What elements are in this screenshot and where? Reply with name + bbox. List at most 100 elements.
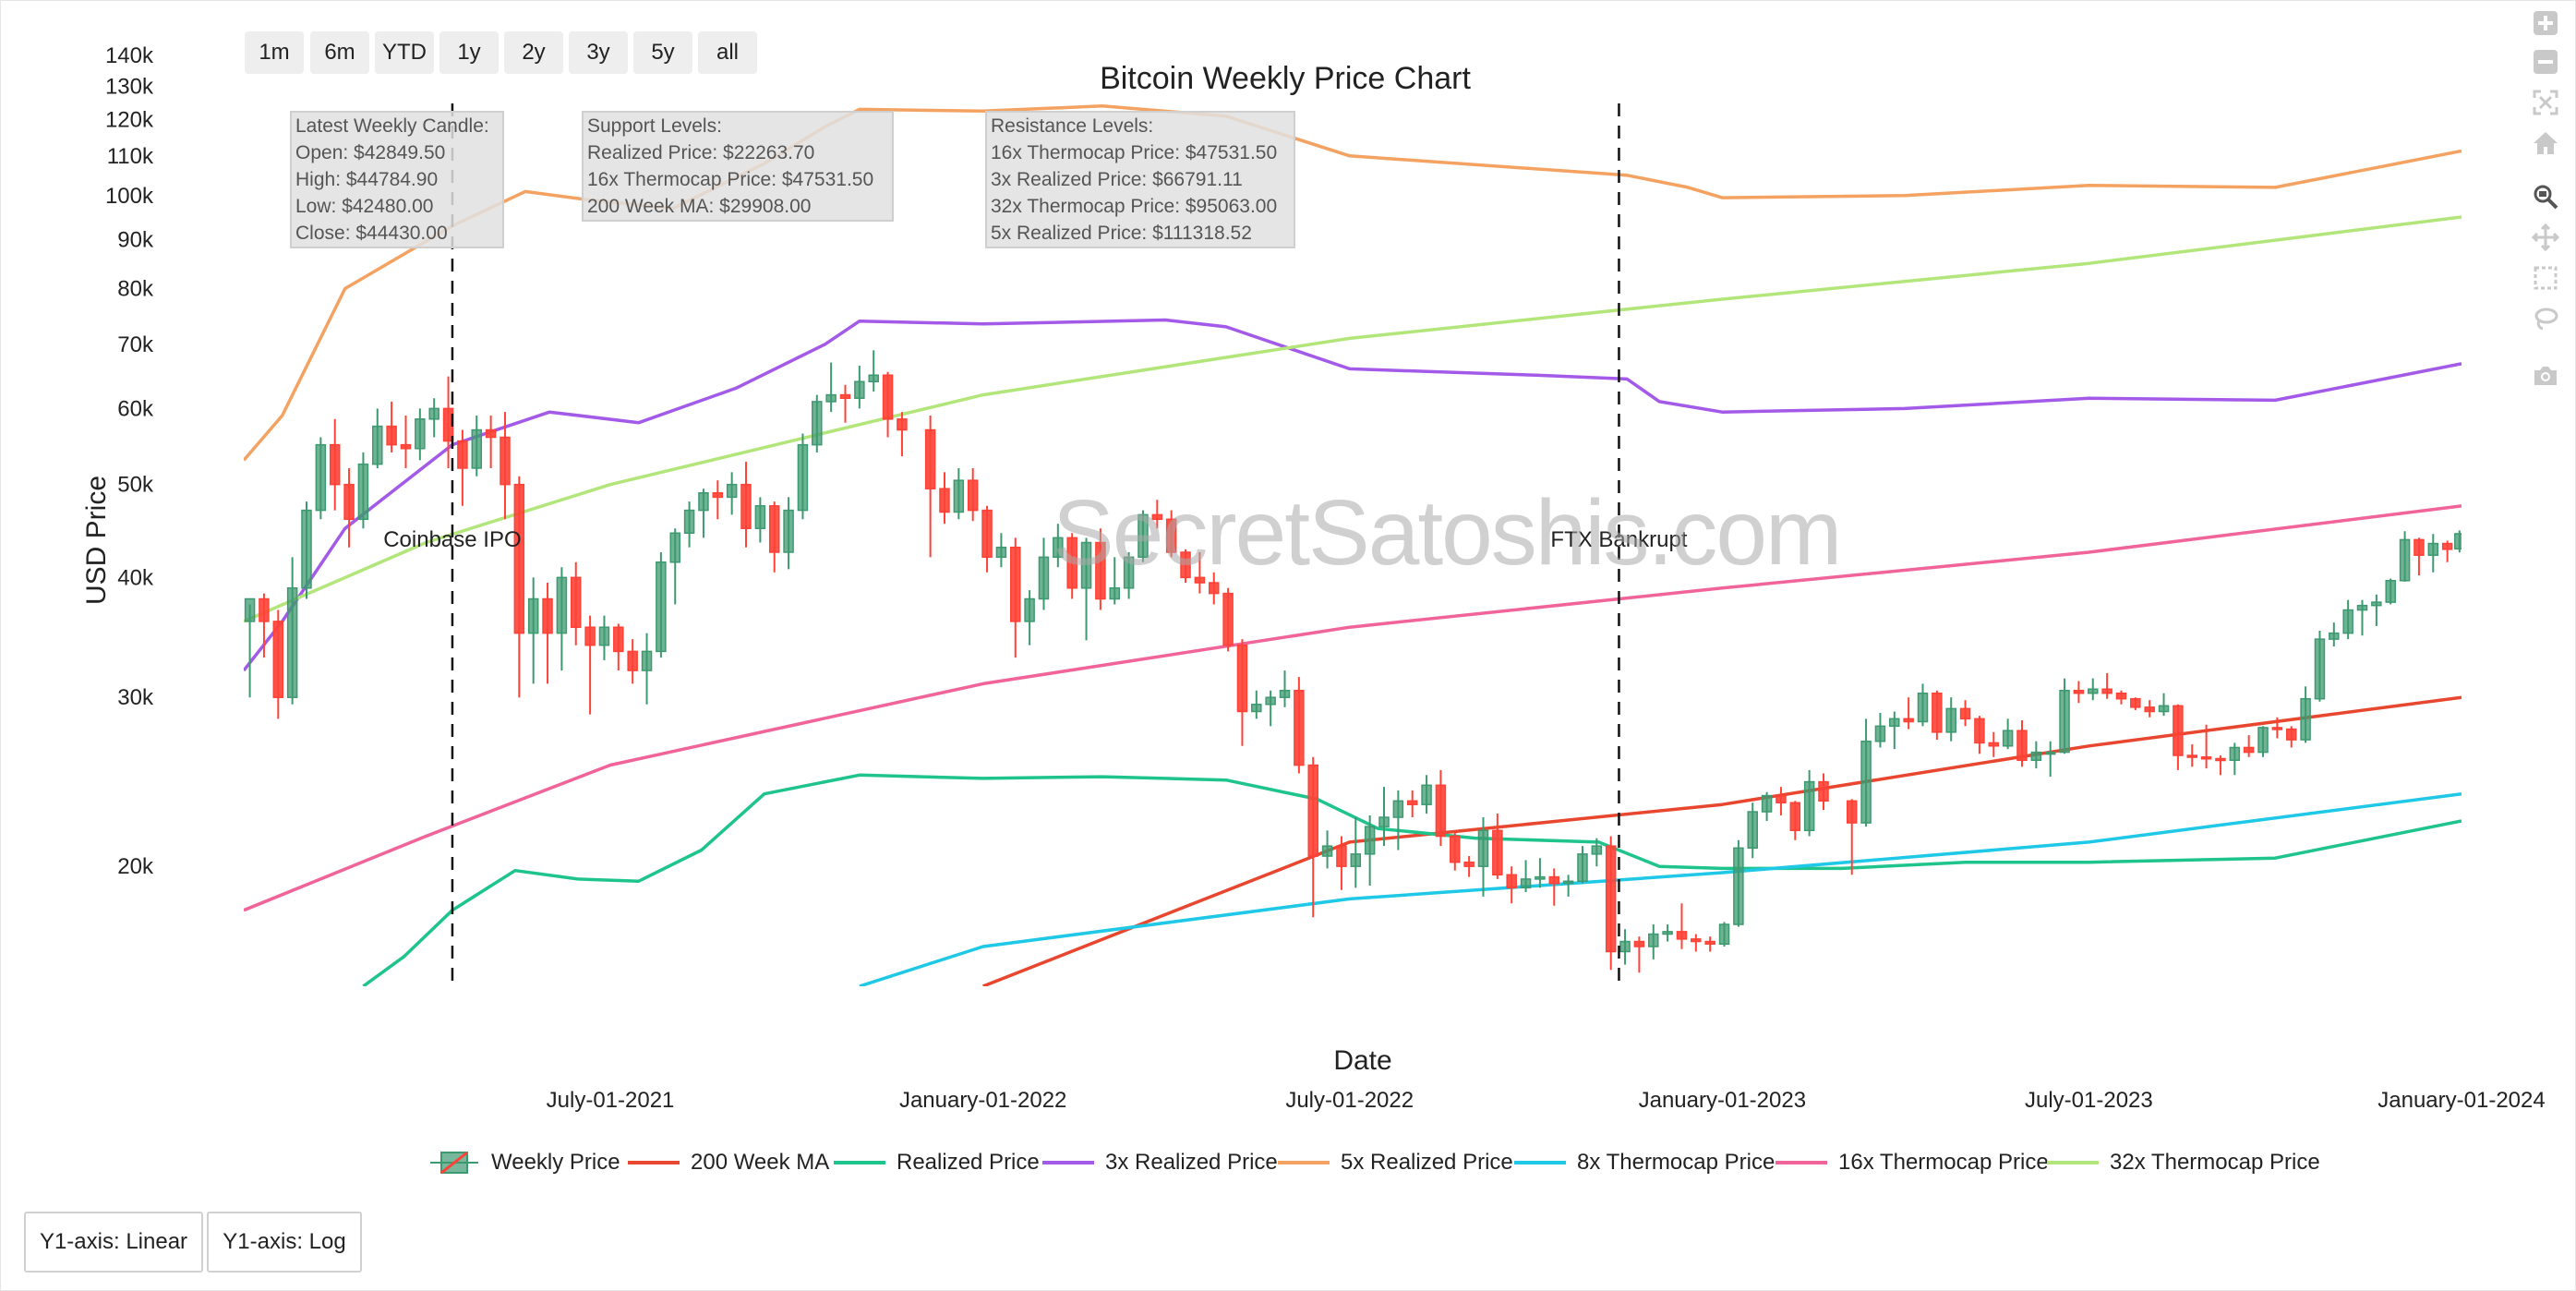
candlestick [1747, 802, 1758, 859]
5x-realized-price-line [244, 104, 2462, 462]
autoscale-icon[interactable] [2530, 87, 2561, 118]
legend-label: Realized Price [897, 1150, 1040, 1175]
candlestick [2200, 724, 2212, 769]
candle-body [527, 597, 539, 634]
legend-200-week-ma[interactable]: 200 Week MA [626, 1147, 829, 1178]
annotation-line: 16x Thermocap Price: $47531.50 [991, 142, 1278, 163]
legend-8x-thermocap-price[interactable]: 8x Thermocap Price [1512, 1147, 1775, 1178]
camera-icon[interactable] [2530, 360, 2561, 392]
candle-body [1803, 780, 1815, 832]
line-legend-icon [1042, 1161, 1094, 1164]
candle-body [924, 428, 936, 489]
candle-body [1704, 940, 1715, 946]
candle-body [1776, 794, 1787, 804]
y-axis-log-button[interactable]: Y1-axis: Log [207, 1212, 362, 1273]
zoom-icon[interactable] [2530, 181, 2561, 212]
candlestick [1251, 690, 1262, 719]
candlestick [1024, 590, 1035, 646]
candlestick [1109, 557, 1121, 605]
candle-body [1138, 513, 1149, 559]
candlestick [1165, 510, 1177, 558]
candle-body [2399, 538, 2411, 582]
box-select-icon[interactable] [2530, 262, 2561, 294]
candlestick [1932, 690, 1943, 741]
legend-3x-realized-price[interactable]: 3x Realized Price [1041, 1147, 1278, 1178]
candle-body [2356, 604, 2368, 611]
candle-body [272, 621, 284, 698]
legend-5x-realized-price[interactable]: 5x Realized Price [1276, 1147, 1513, 1178]
range-all-button[interactable]: all [698, 31, 757, 74]
x-tick-label: January-01-2023 [1639, 1088, 1806, 1113]
y-tick-label: 70k [117, 332, 154, 357]
candle-body [1123, 556, 1135, 589]
y-axis-linear-button[interactable]: Y1-axis: Linear [24, 1212, 203, 1273]
candlestick [500, 412, 511, 520]
line-legend-icon [628, 1161, 680, 1164]
candle-body [2016, 730, 2028, 762]
candlestick [1860, 718, 1872, 827]
y-tick-label: 90k [117, 227, 154, 252]
candle-body [1733, 847, 1744, 925]
candle-body [1364, 826, 1376, 855]
range-3y-button[interactable]: 3y [569, 31, 628, 74]
candlestick [1691, 934, 1702, 952]
y-tick-label: 110k [107, 144, 154, 169]
candlestick [1364, 815, 1376, 886]
legend-32x-thermocap-price[interactable]: 32x Thermocap Price [2045, 1147, 2320, 1178]
candlestick [897, 412, 908, 457]
zoom-in-icon[interactable] [2530, 7, 2561, 39]
candlestick [1236, 639, 1248, 746]
candlestick [1577, 846, 1588, 884]
candlestick [967, 467, 979, 522]
candle-body [2059, 689, 2070, 754]
lasso-select-icon[interactable] [2530, 303, 2561, 334]
candle-body [1520, 878, 1532, 889]
zoom-out-icon[interactable] [2530, 46, 2561, 78]
y-tick-label: 50k [117, 473, 154, 498]
candle-body [783, 509, 794, 553]
candle-body [2257, 727, 2269, 754]
pan-icon[interactable] [2530, 222, 2561, 253]
x-tick-label: July-01-2022 [1285, 1088, 1414, 1113]
candlestick [1761, 791, 1773, 822]
legend-label: 32x Thermocap Price [2110, 1150, 2320, 1175]
candlestick [768, 501, 780, 573]
candle-body [1109, 587, 1121, 600]
candlestick [1406, 790, 1418, 818]
candlestick [329, 418, 341, 511]
candle-body [584, 626, 596, 646]
candlestick [1562, 875, 1574, 897]
candlestick [1846, 799, 1858, 875]
candle-body [2215, 757, 2226, 762]
candle-body [1648, 933, 1659, 947]
candlestick [2300, 686, 2311, 743]
candlestick [400, 415, 412, 468]
candle-body [2044, 751, 2056, 755]
annotation-line: Latest Weekly Candle: [295, 115, 489, 137]
reset-axes-icon[interactable] [2530, 127, 2561, 159]
candlestick [613, 623, 624, 671]
annotation-line: 5x Realized Price: $111318.52 [991, 223, 1252, 244]
candle-body [2413, 538, 2425, 556]
candle-body [1336, 845, 1347, 867]
legend-realized-price[interactable]: Realized Price [832, 1147, 1040, 1178]
candle-body [2385, 580, 2396, 603]
candlestick [1903, 697, 1914, 730]
candlestick [1350, 817, 1362, 888]
range-2y-button[interactable]: 2y [504, 31, 563, 74]
candlestick [924, 415, 936, 558]
candlestick [2130, 697, 2141, 710]
annotation-line: Realized Price: $22263.70 [587, 142, 815, 163]
range-1m-button[interactable]: 1m [245, 31, 304, 74]
candlestick [1733, 839, 1744, 927]
range-6m-button[interactable]: 6m [310, 31, 369, 74]
candle-body [1535, 875, 1546, 880]
range-ytd-button[interactable]: YTD [375, 31, 434, 74]
16x-thermocap-price-line [244, 504, 2462, 912]
legend-16x-thermocap-price[interactable]: 16x Thermocap Price [1774, 1147, 2049, 1178]
annotation-line: 200 Week MA: $29908.00 [587, 196, 812, 217]
range-5y-button[interactable]: 5y [633, 31, 692, 74]
legend-weekly-price[interactable]: Weekly Price [427, 1147, 620, 1178]
range-1y-button[interactable]: 1y [439, 31, 499, 74]
